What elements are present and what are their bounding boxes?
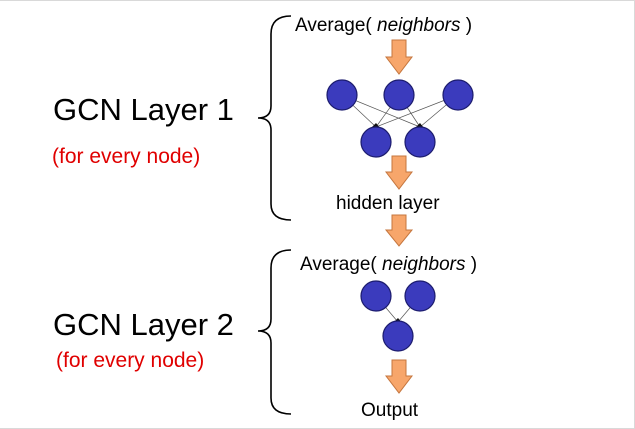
layer1-output-arrow [384,155,414,190]
layer2-brace [257,249,292,415]
layer2-output-label: Output [361,400,419,421]
layer1-output-label: hidden layer [336,193,440,214]
layer2-target-node [382,320,414,352]
layer1-neighbor-node [326,79,358,111]
layer1-aggregate-label: Average( neighbors ) [295,15,472,36]
layer1-brace [257,15,292,221]
layer2-neighbor-node [360,280,392,312]
layer1-title: GCN Layer 1 [53,92,234,127]
layer1-target-node [404,126,436,158]
layer2-subtitle: (for every node) [56,349,204,372]
layer2-output-arrow [384,359,414,394]
between-layers-arrow [384,214,414,247]
layer2-aggregate-label: Average( neighbors ) [300,254,477,275]
layer1-target-node [360,126,392,158]
layer2-title: GCN Layer 2 [53,307,234,342]
layer1-input-arrow [384,39,414,75]
layer1-neighbor-node [383,79,415,111]
layer2-neighbor-node [404,280,436,312]
layer1-neighbor-node [442,79,474,111]
layer1-subtitle: (for every node) [52,145,200,168]
